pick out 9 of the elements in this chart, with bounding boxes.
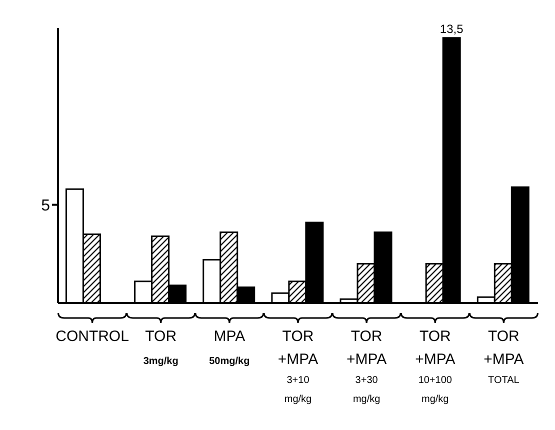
x-tick-label: CONTROL xyxy=(56,328,129,345)
x-tick-label: TOR +MPA 3+30 mg/kg xyxy=(346,328,387,405)
x-tick-label: MPA 50mg/kg xyxy=(209,328,250,367)
x-tick-label: TOR +MPA 3+10 mg/kg xyxy=(278,328,318,405)
x-tick-label: TOR +MPA 10+100 mg/kg xyxy=(415,328,456,405)
x-tick-label: TOR +MPA TOTAL xyxy=(484,328,524,386)
data-label: 13,5 xyxy=(440,22,464,36)
y-tick-label: 5 xyxy=(41,197,50,214)
x-tick-label: TOR 3mg/kg xyxy=(143,328,178,367)
